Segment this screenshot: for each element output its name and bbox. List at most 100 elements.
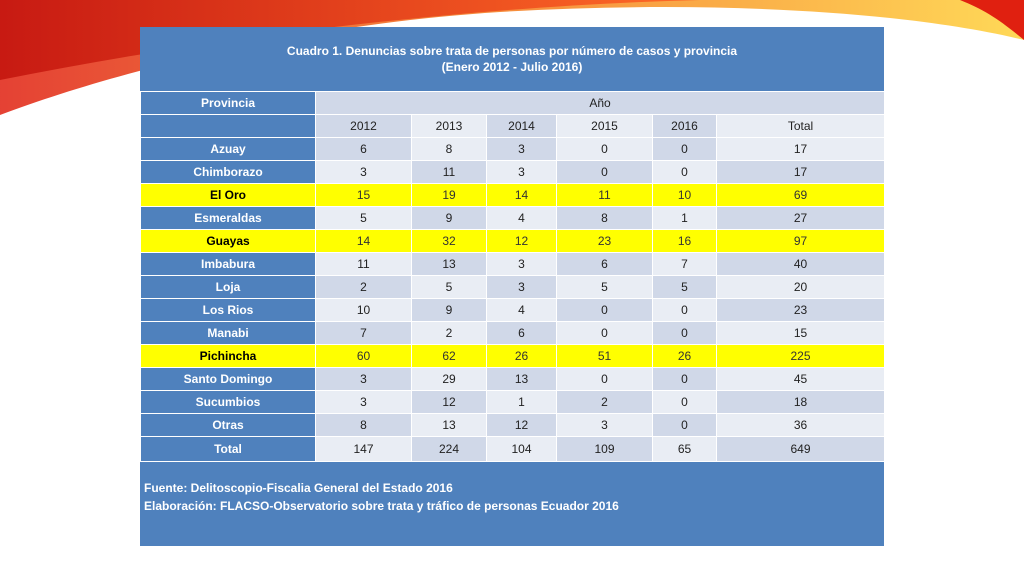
cell: 147 bbox=[315, 436, 412, 462]
table-row: Imbabura 11 13 3 6 7 40 bbox=[140, 252, 886, 276]
header-cell: 2016 bbox=[652, 114, 717, 138]
cell: 17 bbox=[715, 160, 886, 184]
cell: 0 bbox=[556, 298, 653, 322]
cell: 3 bbox=[315, 390, 412, 414]
cell: 3 bbox=[486, 275, 557, 299]
cell: 11 bbox=[411, 160, 487, 184]
cell: 6 bbox=[315, 137, 412, 161]
cell: 40 bbox=[715, 252, 886, 276]
cell: 10 bbox=[652, 183, 717, 207]
table-body: Provincia Año 2012 2013 2014 2015 2016 Total … bbox=[140, 91, 886, 462]
cell: 7 bbox=[315, 321, 412, 345]
cell: 15 bbox=[315, 183, 412, 207]
header-cell: 2012 bbox=[315, 114, 412, 138]
title-line: (Enero 2012 - Julio 2016) bbox=[441, 60, 583, 74]
cell: 13 bbox=[486, 367, 557, 391]
table-row: Los Rios 10 9 4 0 0 23 bbox=[140, 298, 886, 322]
cell: 0 bbox=[652, 160, 717, 184]
cell: 11 bbox=[315, 252, 412, 276]
header-cell: 2013 bbox=[411, 114, 487, 138]
cell: 5 bbox=[652, 275, 717, 299]
row-label: Esmeraldas bbox=[140, 206, 316, 230]
cell: 2 bbox=[556, 390, 653, 414]
cell: 9 bbox=[411, 206, 487, 230]
cell: 5 bbox=[315, 206, 412, 230]
table-row: Manabi 7 2 6 0 0 15 bbox=[140, 321, 886, 345]
cell: 36 bbox=[715, 413, 886, 437]
cell: 224 bbox=[411, 436, 487, 462]
cell: 32 bbox=[411, 229, 487, 253]
cell: 29 bbox=[411, 367, 487, 391]
cell: 3 bbox=[486, 160, 557, 184]
header-cell: 2015 bbox=[556, 114, 653, 138]
row-label: Total bbox=[140, 436, 316, 462]
cell: 7 bbox=[652, 252, 717, 276]
cell: 13 bbox=[411, 252, 487, 276]
cell: 8 bbox=[315, 413, 412, 437]
cell: 2 bbox=[315, 275, 412, 299]
cell: 3 bbox=[486, 252, 557, 276]
header-cell bbox=[140, 114, 316, 138]
row-label: Otras bbox=[140, 413, 316, 437]
row-label: Loja bbox=[140, 275, 316, 299]
cell: 225 bbox=[715, 344, 886, 368]
table-row: El Oro 15 19 14 11 10 69 bbox=[140, 183, 886, 207]
cell: 3 bbox=[556, 413, 653, 437]
table-title: Cuadro 1. Denuncias sobre trata de perso… bbox=[140, 27, 884, 91]
table-row: Santo Domingo 3 29 13 0 0 45 bbox=[140, 367, 886, 391]
cell: 27 bbox=[715, 206, 886, 230]
cell: 45 bbox=[715, 367, 886, 391]
header-cell: Total bbox=[715, 114, 886, 138]
header-cell: Año bbox=[314, 91, 886, 115]
cell: 3 bbox=[315, 367, 412, 391]
cell: 15 bbox=[715, 321, 886, 345]
table-row: Loja 2 5 3 5 5 20 bbox=[140, 275, 886, 299]
cell: 9 bbox=[411, 298, 487, 322]
row-label: Manabi bbox=[140, 321, 316, 345]
cell: 0 bbox=[652, 137, 717, 161]
row-label: Azuay bbox=[140, 137, 316, 161]
cell: 14 bbox=[315, 229, 412, 253]
row-label: Santo Domingo bbox=[140, 367, 316, 391]
header-row: 2012 2013 2014 2015 2016 Total bbox=[140, 114, 886, 138]
cell: 12 bbox=[486, 229, 557, 253]
title-line: Cuadro 1. Denuncias sobre trata de perso… bbox=[286, 44, 738, 58]
cell: 0 bbox=[556, 137, 653, 161]
footer-line: Elaboración: FLACSO-Observatorio sobre t… bbox=[144, 499, 619, 513]
cell: 17 bbox=[715, 137, 886, 161]
cell: 11 bbox=[556, 183, 653, 207]
cell: 19 bbox=[411, 183, 487, 207]
footer-line: Fuente: Delitoscopio-Fiscalia General de… bbox=[144, 481, 453, 495]
cell: 649 bbox=[715, 436, 886, 462]
footer: Fuente: Delitoscopio-Fiscalia General de… bbox=[140, 462, 884, 515]
cell: 4 bbox=[486, 206, 557, 230]
cell: 0 bbox=[652, 321, 717, 345]
table-row: Guayas 14 32 12 23 16 97 bbox=[140, 229, 886, 253]
cell: 60 bbox=[315, 344, 412, 368]
cell: 12 bbox=[411, 390, 487, 414]
cell: 3 bbox=[486, 137, 557, 161]
header-row: Provincia Año bbox=[140, 91, 886, 115]
cell: 97 bbox=[715, 229, 886, 253]
table-row: Azuay 6 8 3 0 0 17 bbox=[140, 137, 886, 161]
cell: 13 bbox=[411, 413, 487, 437]
cell: 0 bbox=[652, 390, 717, 414]
cell: 14 bbox=[486, 183, 557, 207]
table-row: Chimborazo 3 11 3 0 0 17 bbox=[140, 160, 886, 184]
cell: 51 bbox=[556, 344, 653, 368]
cell: 23 bbox=[556, 229, 653, 253]
row-label: Chimborazo bbox=[140, 160, 316, 184]
cell: 0 bbox=[652, 413, 717, 437]
cell: 3 bbox=[315, 160, 412, 184]
cell: 65 bbox=[652, 436, 717, 462]
row-label: Sucumbios bbox=[140, 390, 316, 414]
table-panel: Cuadro 1. Denuncias sobre trata de perso… bbox=[140, 27, 886, 546]
cell: 109 bbox=[556, 436, 653, 462]
cell: 6 bbox=[486, 321, 557, 345]
table-row: Esmeraldas 5 9 4 8 1 27 bbox=[140, 206, 886, 230]
cell: 2 bbox=[411, 321, 487, 345]
cell: 1 bbox=[486, 390, 557, 414]
cell: 16 bbox=[652, 229, 717, 253]
cell: 10 bbox=[315, 298, 412, 322]
